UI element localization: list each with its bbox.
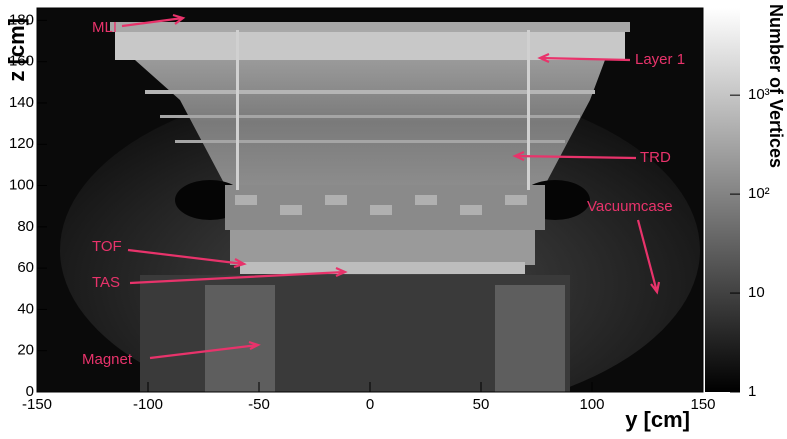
- x-axis-title: y [cm]: [625, 407, 690, 432]
- annotation: TRD: [640, 149, 671, 166]
- annotation: TAS: [92, 274, 120, 291]
- colorbar-tick-label: 1: [748, 383, 756, 400]
- y-tick-label: 140: [9, 94, 34, 111]
- x-tick-label: 0: [366, 396, 374, 413]
- y-tick-label: 180: [9, 11, 34, 28]
- annotation-arrow: [636, 219, 661, 295]
- annotation-arrow: [127, 248, 247, 269]
- y-axis-title: z [cm]: [4, 18, 29, 82]
- colorbar-tick-label: 10²: [748, 185, 770, 202]
- annotation-arrow: [121, 13, 186, 28]
- x-tick-label: 150: [690, 396, 715, 413]
- y-tick-label: 120: [9, 135, 34, 152]
- annotations: MLI Layer 1 TRD Vacuumcase TOF TAS Magne…: [82, 13, 685, 368]
- annotation: Vacuumcase: [587, 198, 673, 215]
- colorbar-title: Number of Vertices: [766, 4, 786, 168]
- x-tick-label: 100: [579, 396, 604, 413]
- annotation-arrow: [149, 340, 261, 360]
- annotation-arrow: [537, 52, 631, 64]
- y-tick-label: 60: [17, 259, 34, 276]
- y-tick-label: 20: [17, 342, 34, 359]
- annotation: Layer 1: [635, 51, 685, 68]
- annotation: MLI: [92, 19, 117, 36]
- y-tick-label: 80: [17, 218, 34, 235]
- colorbar-tick-label: 10³: [748, 86, 770, 103]
- y-tick-label: 100: [9, 177, 34, 194]
- annotation-arrow: [129, 266, 348, 285]
- x-tick-label: -50: [248, 396, 270, 413]
- y-tick-label: 160: [9, 53, 34, 70]
- x-tick-label: -150: [22, 396, 52, 413]
- heatmap-image: [37, 8, 703, 392]
- y-tick-label: 0: [26, 383, 34, 400]
- x-tick-label: -100: [133, 396, 163, 413]
- colorbar-tick-label: 10: [748, 284, 765, 301]
- annotation-arrow: [512, 150, 637, 162]
- colorbar: [705, 8, 740, 392]
- annotation: TOF: [92, 238, 122, 255]
- x-tick-label: 50: [473, 396, 490, 413]
- annotation: Magnet: [82, 351, 133, 368]
- y-tick-label: 40: [17, 300, 34, 317]
